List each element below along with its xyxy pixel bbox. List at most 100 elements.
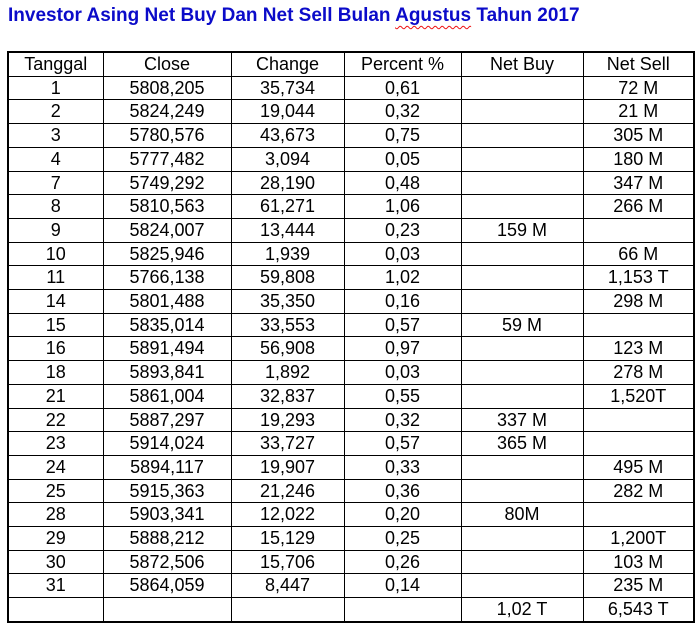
table-row: 9 5824,007 13,444 0,23 159 M: [7, 217, 695, 243]
cell-net-buy: [460, 573, 584, 599]
cell-tanggal: 28: [7, 502, 104, 528]
cell-net-buy: [460, 360, 584, 385]
page-title: Investor Asing Net Buy Dan Net Sell Bula…: [8, 5, 580, 27]
cell-change: 35,734: [230, 75, 345, 101]
cell-change: 43,673: [230, 123, 345, 148]
cell-close: 5893,841: [102, 360, 232, 385]
cell-close: 5777,482: [102, 146, 232, 172]
header-tanggal: Tanggal: [7, 51, 104, 77]
table-header: Tanggal Close Change Percent % Net Buy N…: [7, 51, 695, 77]
cell-close: 5894,117: [102, 454, 232, 480]
cell-net-sell: 1,200T: [582, 526, 695, 551]
table-row: 25 5915,363 21,246 0,36 282 M: [7, 478, 695, 504]
cell-close: 5872,506: [102, 549, 232, 575]
cell-tanggal: 7: [7, 170, 104, 196]
cell-close: 5824,007: [102, 217, 232, 243]
table-row: 15 5835,014 33,553 0,57 59 M: [7, 312, 695, 338]
cell-close: 5891,494: [102, 336, 232, 362]
cell-net-sell: [582, 431, 695, 456]
cell-net-sell: [582, 217, 695, 243]
cell-change: 15,706: [230, 549, 345, 575]
cell-percent: 0,55: [343, 383, 462, 409]
cell-change: 8,447: [230, 573, 345, 599]
table-row: 14 5801,488 35,350 0,16 298 M: [7, 289, 695, 314]
cell-net-sell: 6,543 T: [582, 597, 695, 623]
header-percent: Percent %: [343, 51, 462, 77]
table-row: 2 5824,249 19,044 0,32 21 M: [7, 99, 695, 125]
net-buy-net-sell-table: Tanggal Close Change Percent % Net Buy N…: [7, 51, 695, 623]
header-net-buy: Net Buy: [460, 51, 584, 77]
cell-percent: 0,25: [343, 526, 462, 551]
cell-net-buy: [460, 383, 584, 409]
cell-percent: 0,97: [343, 336, 462, 362]
cell-tanggal: 22: [7, 407, 104, 433]
table-row: 10 5825,946 1,939 0,03 66 M: [7, 241, 695, 267]
cell-close: 5835,014: [102, 312, 232, 338]
cell-net-buy: [460, 123, 584, 148]
cell-tanggal: 21: [7, 383, 104, 409]
header-close: Close: [102, 51, 232, 77]
cell-net-sell: 266 M: [582, 194, 695, 219]
cell-percent: 0,26: [343, 549, 462, 575]
cell-tanggal: 10: [7, 241, 104, 267]
cell-close: 5825,946: [102, 241, 232, 267]
table-row: 31 5864,059 8,447 0,14 235 M: [7, 573, 695, 599]
cell-tanggal: 18: [7, 360, 104, 385]
cell-net-sell: 180 M: [582, 146, 695, 172]
cell-percent: [343, 597, 462, 623]
table-row: 8 5810,563 61,271 1,06 266 M: [7, 194, 695, 219]
cell-tanggal: 25: [7, 478, 104, 504]
cell-net-buy: 80M: [460, 502, 584, 528]
cell-percent: 0,03: [343, 241, 462, 267]
cell-tanggal: 4: [7, 146, 104, 172]
cell-percent: 0,57: [343, 431, 462, 456]
table-row: 21 5861,004 32,837 0,55 1,520T: [7, 383, 695, 409]
cell-percent: 0,14: [343, 573, 462, 599]
title-prefix: Investor Asing Net Buy Dan Net Sell Bula…: [8, 5, 396, 26]
table-row: 30 5872,506 15,706 0,26 103 M: [7, 549, 695, 575]
table-row: 7 5749,292 28,190 0,48 347 M: [7, 170, 695, 196]
cell-net-buy: [460, 75, 584, 101]
cell-close: 5864,059: [102, 573, 232, 599]
cell-net-buy: 337 M: [460, 407, 584, 433]
cell-net-buy: 159 M: [460, 217, 584, 243]
cell-tanggal: 1: [7, 75, 104, 101]
cell-net-sell: 305 M: [582, 123, 695, 148]
cell-change: 35,350: [230, 289, 345, 314]
cell-change: 3,094: [230, 146, 345, 172]
cell-change: 13,444: [230, 217, 345, 243]
cell-percent: 0,36: [343, 478, 462, 504]
cell-close: 5780,576: [102, 123, 232, 148]
cell-close: 5810,563: [102, 194, 232, 219]
cell-tanggal: 30: [7, 549, 104, 575]
cell-change: [230, 597, 345, 623]
table-row: 11 5766,138 59,808 1,02 1,153 T: [7, 265, 695, 291]
cell-net-sell: 278 M: [582, 360, 695, 385]
header-change: Change: [230, 51, 345, 77]
cell-close: 5808,205: [102, 75, 232, 101]
cell-close: 5766,138: [102, 265, 232, 291]
cell-tanggal: 15: [7, 312, 104, 338]
cell-change: 19,907: [230, 454, 345, 480]
cell-change: 19,293: [230, 407, 345, 433]
table-row: 3 5780,576 43,673 0,75 305 M: [7, 123, 695, 148]
cell-tanggal: 31: [7, 573, 104, 599]
cell-net-sell: 347 M: [582, 170, 695, 196]
table-row: 28 5903,341 12,022 0,20 80M: [7, 502, 695, 528]
cell-net-buy: [460, 289, 584, 314]
cell-net-buy: [460, 478, 584, 504]
header-row: Tanggal Close Change Percent % Net Buy N…: [7, 51, 695, 77]
cell-change: 1,939: [230, 241, 345, 267]
cell-net-buy: [460, 336, 584, 362]
cell-percent: 0,20: [343, 502, 462, 528]
table-row: 29 5888,212 15,129 0,25 1,200T: [7, 526, 695, 551]
cell-change: 19,044: [230, 99, 345, 125]
cell-net-sell: 1,520T: [582, 383, 695, 409]
cell-percent: 0,75: [343, 123, 462, 148]
title-suffix: Tahun 2017: [471, 5, 580, 26]
cell-net-sell: 298 M: [582, 289, 695, 314]
cell-net-sell: [582, 312, 695, 338]
cell-net-buy: 365 M: [460, 431, 584, 456]
cell-change: 59,808: [230, 265, 345, 291]
table-row: 1,02 T 6,543 T: [7, 597, 695, 623]
